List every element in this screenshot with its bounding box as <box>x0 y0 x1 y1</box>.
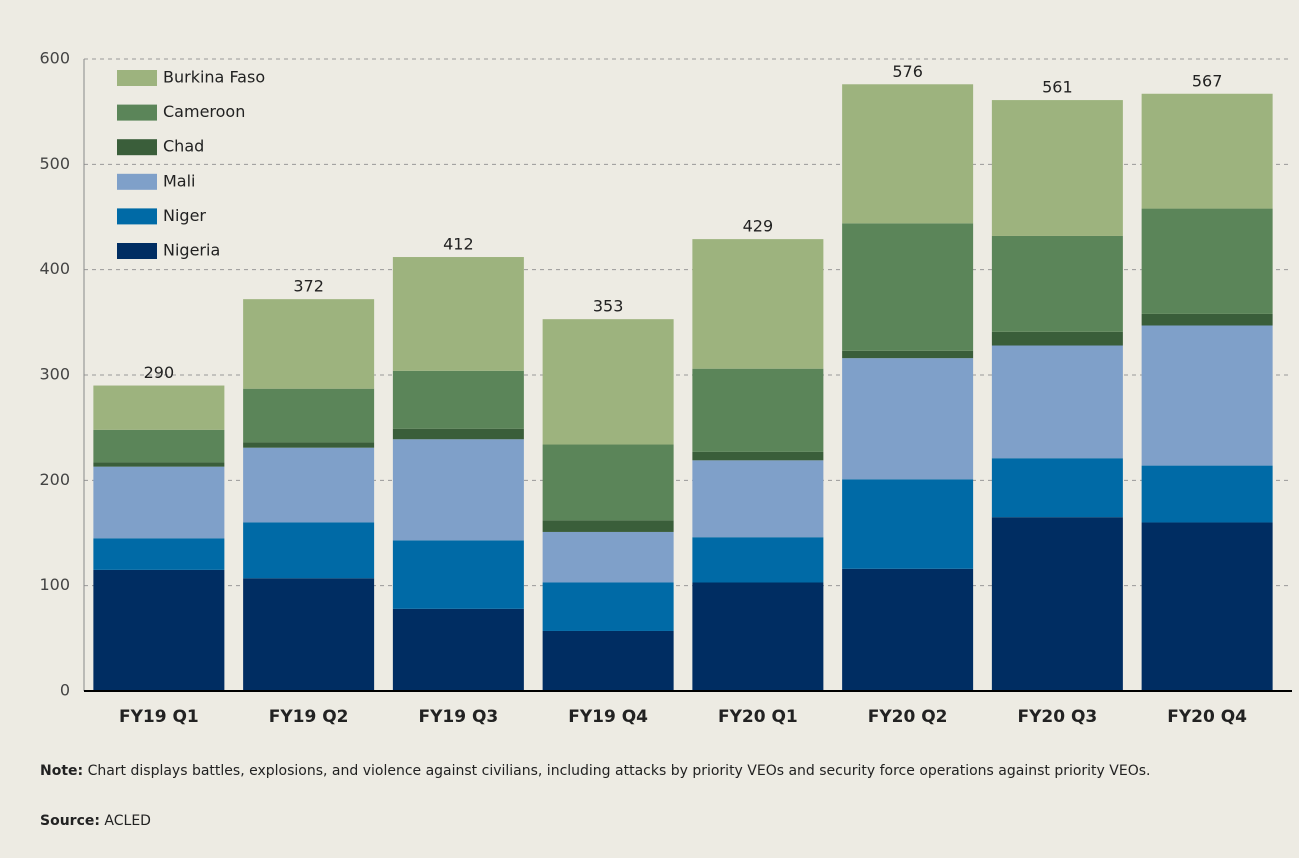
bar-segment <box>692 368 824 452</box>
bar-segment <box>93 385 225 430</box>
bar-segment <box>542 582 674 631</box>
legend-label: Niger <box>163 206 206 225</box>
bar-segment <box>93 538 225 570</box>
bar-segment <box>392 370 524 429</box>
bar-segment <box>991 100 1123 236</box>
legend-swatch <box>117 139 157 156</box>
bar-segment <box>542 319 674 445</box>
legend-swatch <box>117 104 157 121</box>
bar-segment <box>842 84 974 224</box>
bar-segment <box>243 447 375 523</box>
bar-segment <box>542 444 674 521</box>
legend-swatch <box>117 173 157 190</box>
legend-swatch <box>117 70 157 86</box>
bar-segment <box>692 582 824 691</box>
note: Note: Chart displays battles, explosions… <box>40 762 1220 780</box>
bar-segment <box>1141 465 1273 523</box>
bar-segment <box>392 257 524 371</box>
bar-segment <box>692 537 824 583</box>
note-label: Note: <box>40 763 84 779</box>
bar-segment <box>991 331 1123 346</box>
legend-label: Nigeria <box>163 241 220 260</box>
source-text: ACLED <box>104 813 151 829</box>
bar-segment <box>392 439 524 541</box>
bar-segment <box>243 442 375 448</box>
y-tick-label: 100 <box>39 575 70 594</box>
bar-segment <box>1141 208 1273 314</box>
bar-segment <box>392 608 524 691</box>
bar-segment <box>1141 325 1273 466</box>
bar-segment <box>692 460 824 538</box>
bar-segment <box>243 388 375 443</box>
total-label: 576 <box>892 62 923 81</box>
total-label: 567 <box>1192 71 1223 90</box>
total-label: 412 <box>443 235 474 254</box>
legend-label: Chad <box>163 137 204 156</box>
x-tick-label: FY20 Q2 <box>868 707 948 727</box>
legend-label: Burkina Faso <box>163 68 265 87</box>
bar-segment <box>692 239 824 369</box>
bar-segment <box>842 568 974 691</box>
y-tick-label: 200 <box>39 470 70 489</box>
bar-segment <box>1141 313 1273 326</box>
bar-segment <box>243 522 375 579</box>
legend-swatch <box>117 243 157 259</box>
legend-label: Cameroon <box>163 102 245 121</box>
bar-segment <box>991 517 1123 691</box>
bar-segment <box>991 235 1123 332</box>
bar-segment <box>93 462 225 467</box>
y-tick-label: 0 <box>60 681 70 700</box>
bar-segment <box>1141 93 1273 209</box>
x-tick-label: FY20 Q3 <box>1017 707 1097 727</box>
bar-segment <box>991 458 1123 518</box>
x-tick-label: FY19 Q4 <box>568 707 648 727</box>
x-tick-label: FY19 Q1 <box>119 707 199 727</box>
x-tick-label: FY19 Q3 <box>418 707 498 727</box>
y-tick-label: 500 <box>39 154 70 173</box>
total-label: 353 <box>593 297 624 316</box>
y-tick-label: 300 <box>39 365 70 384</box>
x-tick-label: FY20 Q1 <box>718 707 798 727</box>
y-tick-label: 400 <box>39 259 70 278</box>
bar-segment <box>392 540 524 609</box>
x-tick-label: FY19 Q2 <box>269 707 349 727</box>
bar-segment <box>93 569 225 691</box>
total-label: 561 <box>1042 78 1073 97</box>
bar-segment <box>842 223 974 351</box>
legend-swatch <box>117 208 157 225</box>
bar-segment <box>842 358 974 480</box>
bar-segment <box>542 520 674 532</box>
bar-segment <box>542 630 674 691</box>
x-tick-label: FY20 Q4 <box>1167 707 1247 727</box>
bar-segment <box>842 479 974 569</box>
bar-segment <box>1141 522 1273 691</box>
total-label: 372 <box>293 277 324 296</box>
y-tick-label: 600 <box>39 49 70 68</box>
bar-segment <box>542 531 674 583</box>
bar-segment <box>243 299 375 389</box>
bar-segment <box>991 345 1123 459</box>
chart: 0 100 200 300 400 500 600 290 FY19 Q1 372 FY19 Q2 4… <box>39 49 1292 727</box>
note-text: Chart displays battles, explosions, and … <box>87 763 1151 779</box>
bar-segment <box>93 466 225 539</box>
source-label: Source: <box>40 813 100 829</box>
bar-segment <box>692 451 824 461</box>
bar-segment <box>392 428 524 440</box>
bar-segment <box>842 350 974 359</box>
bar-segment <box>243 578 375 691</box>
bar-segment <box>93 429 225 463</box>
total-label: 429 <box>743 217 774 236</box>
total-label: 290 <box>144 363 175 382</box>
source: Source: ACLED <box>40 812 1220 830</box>
legend-label: Mali <box>163 171 196 190</box>
